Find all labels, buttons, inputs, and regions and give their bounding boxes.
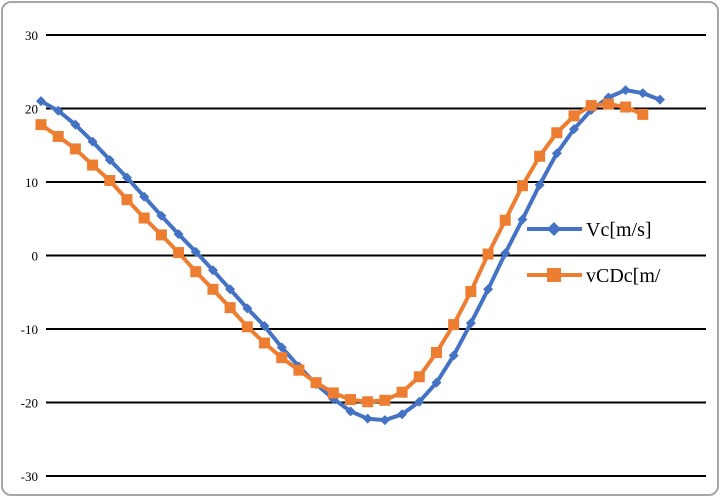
data-point bbox=[448, 319, 460, 331]
data-point bbox=[138, 212, 150, 224]
legend-label: Vc[m/s] bbox=[586, 219, 652, 241]
data-point bbox=[345, 394, 356, 406]
y-tick-label: 0 bbox=[32, 249, 39, 264]
data-point bbox=[173, 229, 184, 240]
data-point bbox=[500, 248, 511, 259]
data-point bbox=[499, 214, 511, 226]
data-point bbox=[121, 172, 132, 183]
legend-marker bbox=[547, 268, 561, 282]
y-tick-label: -20 bbox=[21, 396, 38, 411]
data-point bbox=[276, 342, 287, 353]
data-point bbox=[345, 406, 356, 417]
legend-label: vCDc[m/ bbox=[586, 265, 661, 287]
data-point bbox=[483, 284, 494, 295]
data-point bbox=[637, 88, 648, 99]
data-point bbox=[516, 180, 528, 192]
data-point bbox=[637, 108, 649, 120]
data-point bbox=[534, 179, 545, 190]
data-point bbox=[87, 159, 99, 171]
legend-marker bbox=[547, 222, 561, 236]
data-point bbox=[568, 110, 580, 122]
data-point bbox=[156, 210, 167, 221]
y-tick-label: 30 bbox=[25, 28, 38, 43]
data-point bbox=[620, 101, 632, 113]
data-point bbox=[551, 127, 563, 139]
data-point bbox=[551, 148, 562, 159]
data-point bbox=[293, 364, 305, 376]
data-point bbox=[396, 386, 408, 398]
data-point bbox=[242, 303, 253, 314]
data-point bbox=[207, 265, 218, 276]
data-point bbox=[139, 191, 150, 202]
y-tick-label: -30 bbox=[21, 469, 38, 484]
data-point bbox=[36, 96, 46, 107]
data-point bbox=[121, 194, 133, 206]
data-point bbox=[413, 371, 425, 383]
data-point bbox=[104, 154, 115, 165]
data-point bbox=[379, 394, 391, 406]
y-axis-tick-labels: 30 20 10 0 -10 -20 -30 bbox=[21, 28, 38, 484]
data-point bbox=[482, 248, 494, 260]
data-point bbox=[362, 413, 373, 424]
data-point bbox=[655, 94, 665, 105]
data-point bbox=[35, 119, 47, 131]
legend: Vc[m/s] vCDc[m/ bbox=[527, 219, 661, 287]
data-point bbox=[87, 136, 98, 147]
data-point bbox=[104, 175, 116, 187]
data-point bbox=[190, 246, 201, 257]
data-point bbox=[397, 409, 408, 420]
data-point bbox=[241, 321, 253, 333]
data-point bbox=[569, 124, 580, 135]
data-point bbox=[310, 377, 322, 389]
data-point bbox=[53, 105, 64, 116]
data-point bbox=[465, 318, 476, 329]
data-point bbox=[517, 214, 528, 225]
y-tick-label: 20 bbox=[25, 102, 38, 117]
data-point bbox=[585, 100, 597, 112]
y-tick-label: 10 bbox=[25, 175, 38, 190]
data-point bbox=[602, 98, 614, 110]
data-point bbox=[414, 396, 425, 407]
data-point bbox=[224, 302, 236, 314]
y-tick-label: -10 bbox=[21, 322, 38, 337]
data-point bbox=[173, 247, 185, 259]
data-point bbox=[620, 85, 631, 96]
data-point bbox=[70, 119, 81, 130]
data-point bbox=[52, 130, 64, 142]
data-point bbox=[259, 321, 270, 332]
data-point bbox=[327, 387, 339, 399]
data-point bbox=[448, 350, 459, 361]
data-point bbox=[534, 150, 546, 162]
data-point bbox=[207, 283, 219, 295]
data-point bbox=[431, 377, 442, 388]
data-point bbox=[362, 396, 374, 408]
data-point bbox=[465, 286, 477, 298]
data-point bbox=[379, 415, 390, 426]
data-point bbox=[430, 347, 442, 359]
data-point bbox=[276, 352, 288, 364]
series-line bbox=[39, 102, 644, 404]
data-point bbox=[155, 229, 167, 241]
series-layer bbox=[35, 85, 665, 426]
data-point bbox=[190, 266, 202, 278]
data-point bbox=[259, 337, 271, 349]
data-point bbox=[69, 143, 81, 155]
data-point bbox=[225, 284, 236, 295]
